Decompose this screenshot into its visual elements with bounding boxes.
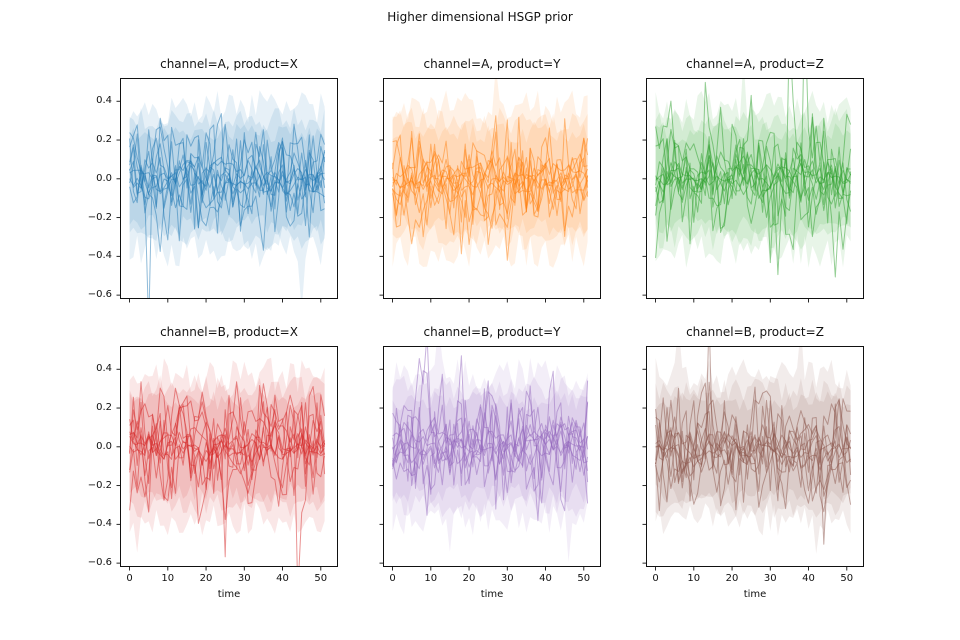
subplot-title: channel=B, product=Z xyxy=(686,325,824,339)
y-tick-label: −0.4 xyxy=(87,518,112,530)
sample-line xyxy=(129,418,325,462)
axes-spines xyxy=(383,78,601,299)
y-tick-label: −0.6 xyxy=(87,557,112,569)
sample-line xyxy=(392,158,589,204)
y-tick-label: 0.2 xyxy=(96,402,112,414)
x-tick-label: 10 xyxy=(161,573,175,584)
y-tick-label: −0.4 xyxy=(87,250,112,262)
x-tick-label: 40 xyxy=(802,573,815,584)
x-tick-label: 0 xyxy=(389,573,396,584)
subplot-title: channel=A, product=Y xyxy=(423,57,561,71)
plot-area xyxy=(379,78,601,303)
x-tick-label: 20 xyxy=(199,573,213,584)
plot-area xyxy=(642,78,864,303)
figure-title: Higher dimensional HSGP prior xyxy=(387,10,573,24)
band-fill xyxy=(129,107,325,251)
x-tick-label: 50 xyxy=(314,573,328,584)
plot-area xyxy=(116,78,338,303)
sample-line xyxy=(655,151,851,198)
x-tick-label: 50 xyxy=(840,573,854,584)
x-tick-label: 20 xyxy=(725,573,739,584)
sample-line xyxy=(129,117,326,251)
x-axis-label: time xyxy=(217,589,241,600)
sample-line xyxy=(392,421,589,468)
sample-line xyxy=(655,159,852,200)
x-tick-label: 30 xyxy=(763,573,777,584)
x-tick-label: 10 xyxy=(687,573,701,584)
sample-line xyxy=(655,423,852,465)
sample-line xyxy=(392,390,589,510)
y-tick-label: −0.2 xyxy=(87,211,112,223)
x-tick-label: 40 xyxy=(539,573,552,584)
axes-spines xyxy=(120,346,338,567)
y-tick-label: −0.6 xyxy=(87,289,112,301)
subplot-title: channel=B, product=X xyxy=(160,325,298,339)
sample-line xyxy=(392,150,589,245)
sample-line xyxy=(655,123,852,229)
y-tick-label: 0.4 xyxy=(96,95,112,107)
sample-line xyxy=(129,385,326,513)
sample-line xyxy=(129,156,325,198)
sample-line xyxy=(129,432,325,475)
x-tick-label: 10 xyxy=(424,573,438,584)
axes-spines xyxy=(646,78,864,299)
plot-area xyxy=(379,346,601,571)
y-tick-label: −0.2 xyxy=(87,479,112,491)
x-axis-label: time xyxy=(480,589,504,600)
sample-line xyxy=(392,153,589,195)
axes-spines xyxy=(646,346,864,567)
sample-line xyxy=(392,417,589,473)
x-tick-label: 30 xyxy=(237,573,251,584)
plot-area xyxy=(116,346,338,571)
x-tick-label: 0 xyxy=(126,573,133,584)
y-tick-label: 0.4 xyxy=(96,363,112,375)
subplot-title: channel=B, product=Y xyxy=(423,325,561,339)
band-fill xyxy=(392,78,588,268)
y-tick-label: 0.0 xyxy=(96,440,112,452)
sample-line xyxy=(392,373,589,516)
y-tick-label: 0.2 xyxy=(96,134,112,146)
sample-line xyxy=(129,152,326,209)
band-fill xyxy=(129,357,325,553)
sample-line xyxy=(129,113,326,229)
axes-spines xyxy=(383,346,601,567)
x-tick-label: 50 xyxy=(577,573,591,584)
sample-line xyxy=(392,423,588,473)
x-tick-label: 20 xyxy=(462,573,476,584)
plot-area xyxy=(642,346,864,571)
axes-spines xyxy=(120,78,338,299)
sample-line xyxy=(392,370,589,504)
band-fill xyxy=(129,90,325,299)
x-tick-label: 0 xyxy=(652,573,659,584)
x-tick-label: 30 xyxy=(500,573,514,584)
sample-line xyxy=(655,81,852,258)
y-tick-label: 0.0 xyxy=(96,172,112,184)
sample-line xyxy=(655,434,851,474)
subplot-title: channel=A, product=X xyxy=(160,57,298,71)
sample-line xyxy=(129,154,325,204)
sample-line xyxy=(129,123,325,234)
band-fill xyxy=(392,107,588,251)
sample-line xyxy=(655,154,851,197)
sample-line xyxy=(655,346,851,545)
x-axis-label: time xyxy=(743,589,767,600)
subplot-title: channel=A, product=Z xyxy=(686,57,824,71)
x-tick-label: 40 xyxy=(276,573,289,584)
sample-line xyxy=(129,159,326,192)
sample-line xyxy=(392,411,589,522)
sample-line xyxy=(655,428,852,465)
